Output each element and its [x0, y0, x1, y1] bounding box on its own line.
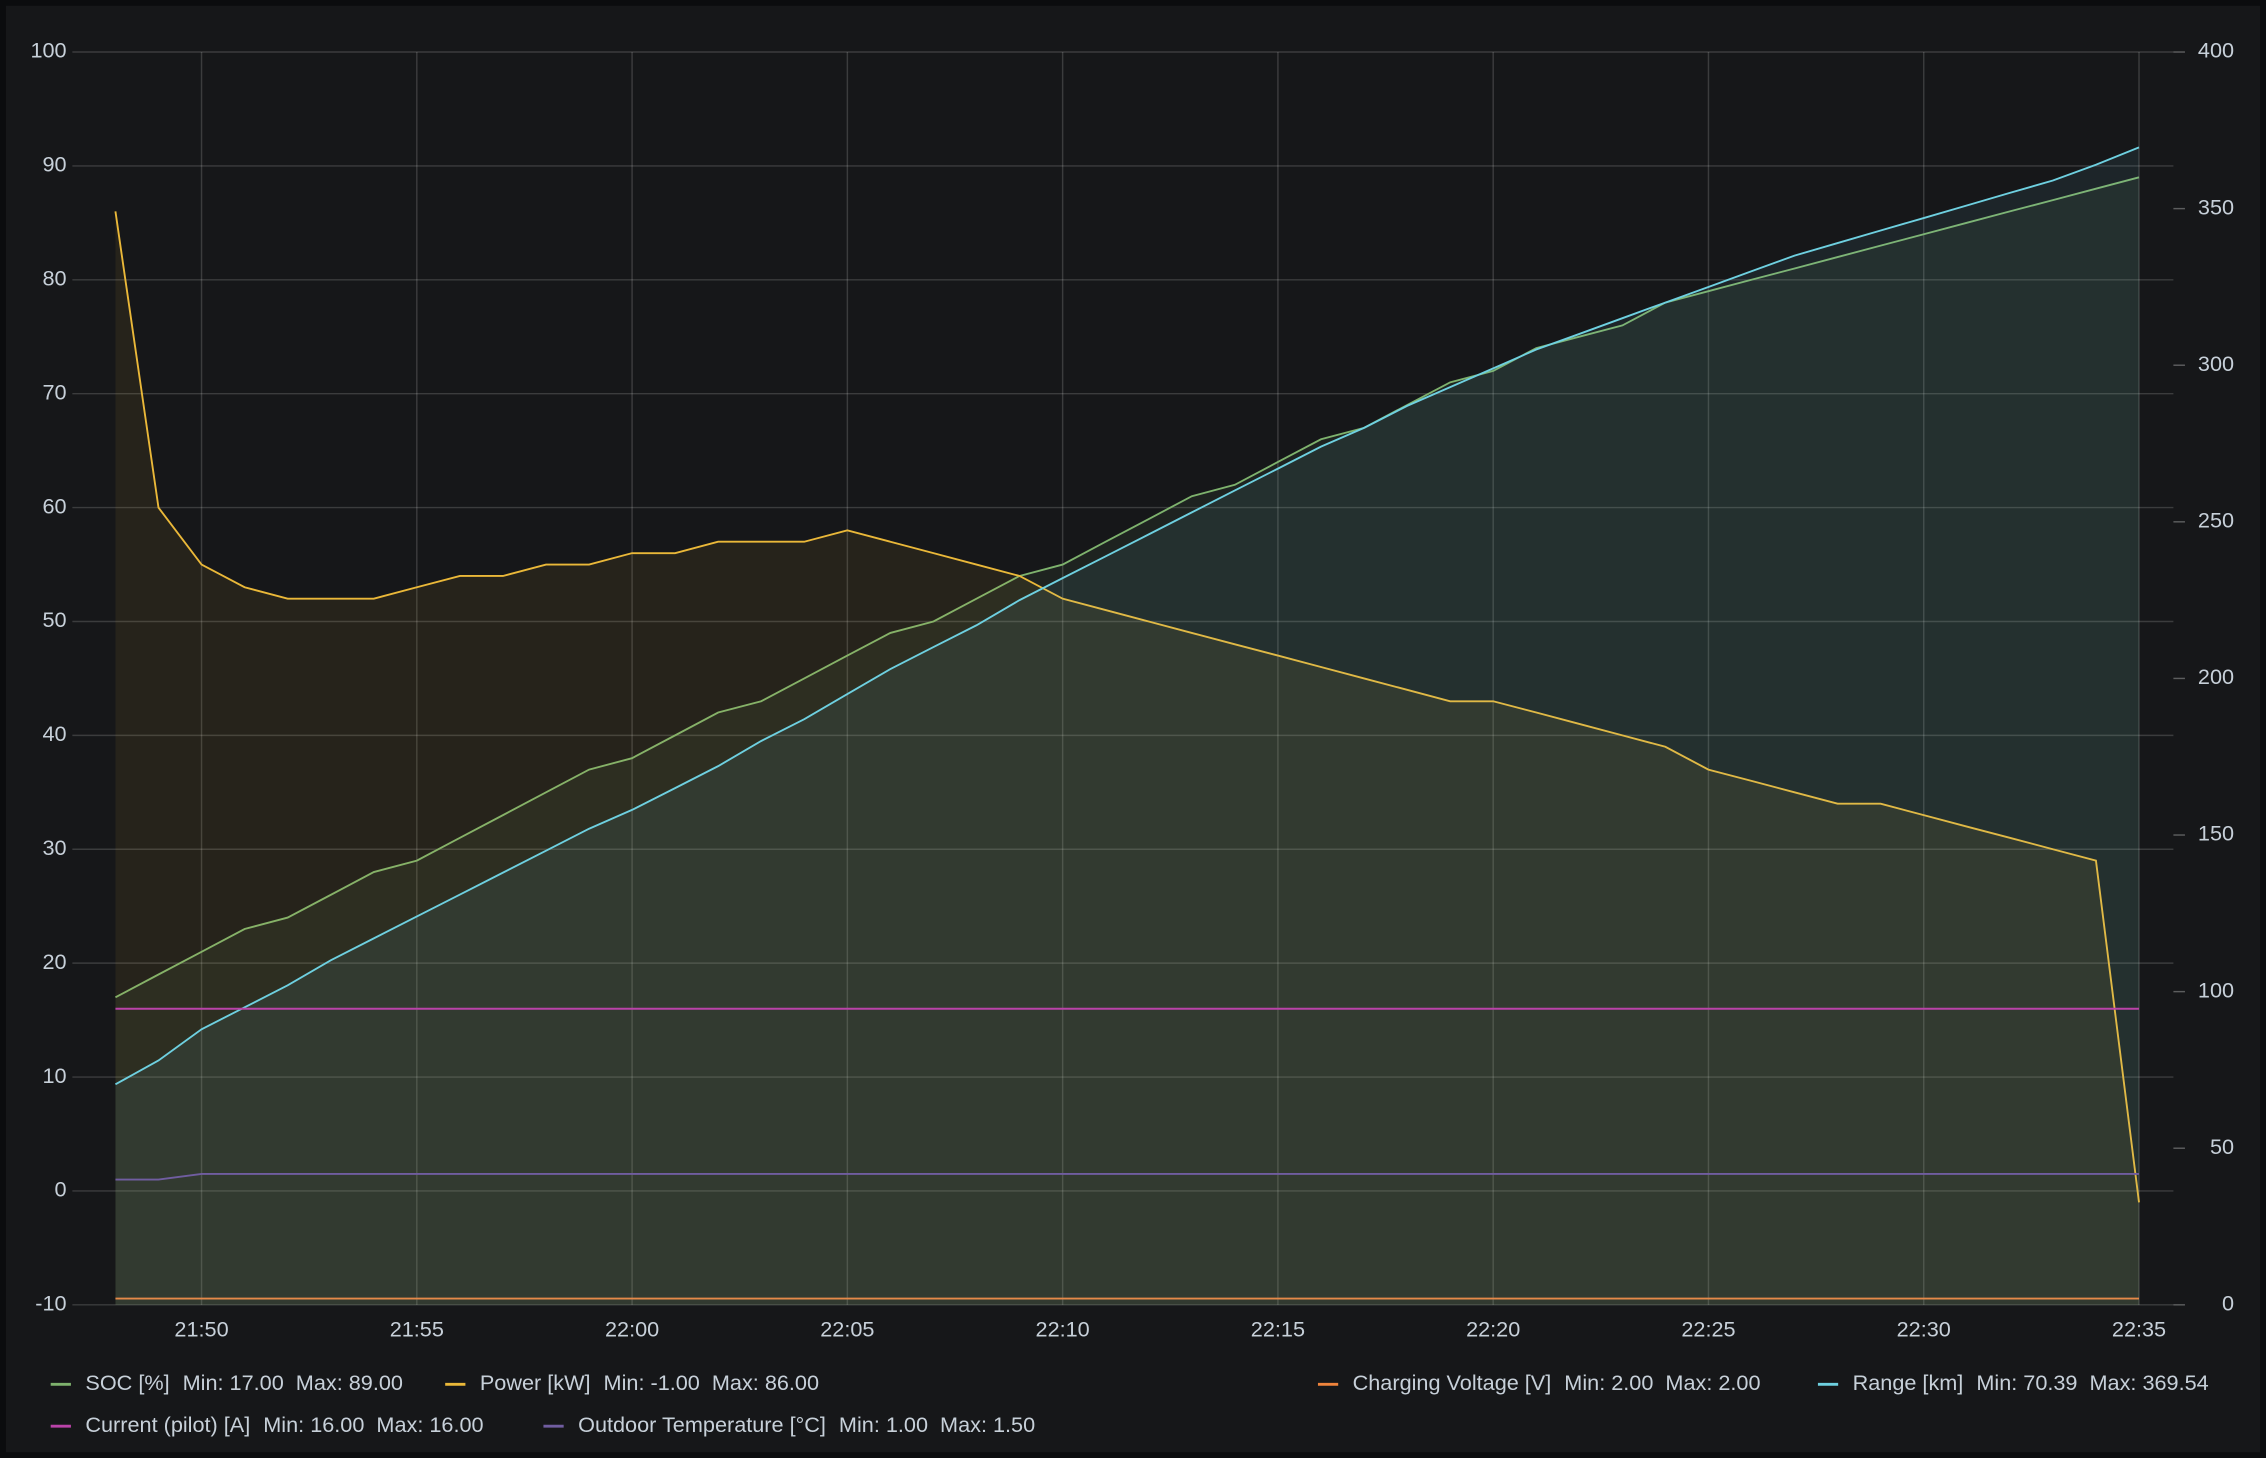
- y-tick-label: 70: [42, 379, 66, 404]
- legend-item: Current (pilot) [A] Min: 16.00 Max: 16.00: [50, 1412, 484, 1437]
- x-tick-label: 22:30: [1897, 1317, 1951, 1342]
- x-tick-label: 22:20: [1466, 1317, 1520, 1342]
- y2-tick-label: 100: [2198, 977, 2234, 1002]
- legend-name: Outdoor Temperature [°C]: [578, 1412, 826, 1437]
- y-tick-label: 40: [42, 721, 66, 746]
- y2-tick-label: 400: [2198, 38, 2234, 63]
- legend-item: SOC [%] Min: 17.00 Max: 89.00: [50, 1370, 403, 1395]
- y-tick-label: 80: [42, 266, 66, 291]
- legend-stats: Min: 17.00 Max: 89.00: [183, 1370, 403, 1395]
- y-tick-label: 50: [42, 607, 66, 632]
- y2-tick-label: 350: [2198, 194, 2234, 219]
- series-area: [115, 147, 2140, 1305]
- x-tick-label: 22:35: [2112, 1317, 2166, 1342]
- y2-tick-label: 50: [2210, 1134, 2234, 1159]
- legend-item: Power [kW] Min: -1.00 Max: 86.00: [445, 1370, 819, 1395]
- x-tick-label: 22:00: [605, 1317, 659, 1342]
- legend-name: Range [km]: [1853, 1370, 1964, 1395]
- legend-name: Current (pilot) [A]: [85, 1412, 250, 1437]
- legend-stats: Min: 70.39 Max: 369.54: [1976, 1370, 2208, 1395]
- x-tick-label: 21:55: [390, 1317, 444, 1342]
- legend-stats: Min: -1.00 Max: 86.00: [604, 1370, 819, 1395]
- legend-item: Outdoor Temperature [°C] Min: 1.00 Max: 1…: [543, 1412, 1035, 1437]
- x-tick-label: 22:25: [1681, 1317, 1735, 1342]
- y2-tick-label: 300: [2198, 351, 2234, 376]
- axes: -10 0 10 20 30 40 50 60 70 80 90 100 0 50 100 150 200 250…: [30, 38, 2234, 1342]
- legend-name: SOC [%]: [85, 1370, 169, 1395]
- legend: SOC [%] Min: 17.00 Max: 89.00 Power [kW] Mi…: [50, 1370, 2209, 1437]
- y2-tick-label: 250: [2198, 508, 2234, 533]
- y-tick-label: 100: [30, 38, 66, 63]
- y-tick-label: -10: [35, 1291, 66, 1316]
- x-tick-label: 22:05: [820, 1317, 874, 1342]
- y-tick-label: 10: [42, 1063, 66, 1088]
- y-tick-label: 60: [42, 493, 66, 518]
- grid: [72, 51, 2174, 1306]
- series-line: [115, 1172, 2140, 1181]
- y-tick-label: 90: [42, 152, 66, 177]
- panel-background: [5, 5, 2261, 1453]
- x-tick-label: 22:10: [1036, 1317, 1090, 1342]
- legend-stats: Min: 16.00 Max: 16.00: [263, 1412, 483, 1437]
- y2-tick-label: 200: [2198, 664, 2234, 689]
- legend-item: Charging Voltage [V] Min: 2.00 Max: 2.00: [1317, 1370, 1761, 1395]
- legend-stats: Min: 2.00 Max: 2.00: [1564, 1370, 1760, 1395]
- y2-tick-label: 0: [2222, 1291, 2234, 1316]
- series-line: [114, 211, 2140, 1203]
- legend-name: Power [kW]: [480, 1370, 591, 1395]
- y-tick-label: 0: [55, 1177, 67, 1202]
- y-tick-label: 20: [42, 949, 66, 974]
- series-line: [114, 146, 2140, 1086]
- y-tick-label: 30: [42, 835, 66, 860]
- x-tick-label: 21:50: [174, 1317, 228, 1342]
- legend-stats: Min: 1.00 Max: 1.50: [839, 1412, 1035, 1437]
- y2-tick-label: 150: [2198, 821, 2234, 846]
- plot: [114, 146, 2140, 1305]
- legend-item: Range [km] Min: 70.39 Max: 369.54: [1817, 1370, 2209, 1395]
- series-area: [115, 211, 2140, 1305]
- series-area: [115, 177, 2140, 1305]
- series-line: [114, 176, 2140, 999]
- legend-name: Charging Voltage [V]: [1353, 1370, 1552, 1395]
- x-tick-label: 22:15: [1251, 1317, 1305, 1342]
